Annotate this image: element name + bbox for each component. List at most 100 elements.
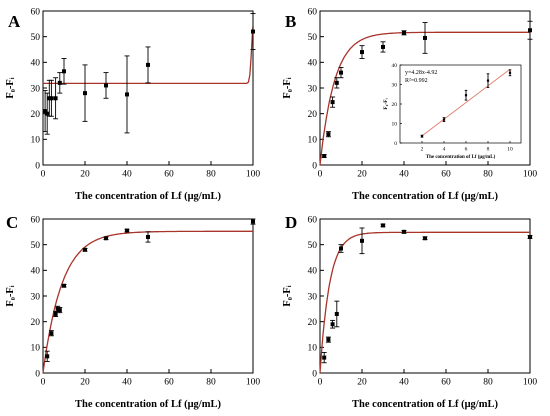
- y-tick-label: 40: [308, 267, 318, 277]
- data-point: [508, 69, 512, 77]
- fit-curve: [319, 231, 530, 374]
- y-axis-label: F₀-Fᵢ: [5, 285, 16, 306]
- inset-r-squared: R²=0.992: [405, 78, 428, 84]
- y-tick-label: 0: [35, 369, 40, 379]
- y-tick-label: 40: [31, 267, 41, 277]
- y-tick-label: 10: [308, 136, 318, 146]
- y-tick-label: 10: [308, 344, 318, 354]
- x-tick-label: 100: [246, 378, 261, 388]
- data-point: [61, 58, 67, 85]
- panel-label: D: [285, 213, 297, 232]
- y-tick-label: 50: [31, 241, 41, 251]
- data-point: [401, 30, 407, 36]
- point-marker: [49, 331, 54, 336]
- panel-c: C 0 20 40 60 80 100 0 10 20 30 40 50 60 The concentrat…: [5, 213, 260, 410]
- point-marker: [125, 92, 129, 97]
- data-point: [330, 96, 336, 108]
- x-tick-label: 40: [399, 378, 409, 388]
- inset-fit-line: [421, 68, 511, 137]
- point-marker: [146, 62, 150, 67]
- data-point: [401, 229, 407, 234]
- x-tick-label: 0: [41, 170, 46, 180]
- point-marker: [528, 28, 532, 33]
- data-point: [464, 89, 468, 101]
- y-tick-label: 60: [308, 215, 318, 225]
- data-point: [57, 307, 63, 314]
- point-marker: [402, 229, 406, 234]
- data-point: [82, 247, 88, 252]
- x-tick-label: 2: [421, 147, 424, 153]
- data-point: [486, 73, 490, 88]
- data-point: [124, 228, 130, 233]
- data-point: [338, 244, 344, 253]
- y-tick-label: 40: [31, 59, 41, 69]
- y-tick-label: 10: [31, 136, 41, 146]
- inset-equation: y=4.28x-4.92: [405, 70, 437, 76]
- data-point: [145, 46, 151, 84]
- point-marker: [53, 311, 58, 316]
- point-marker: [57, 80, 62, 85]
- point-marker: [47, 96, 52, 101]
- point-marker: [45, 111, 50, 116]
- x-tick-label: 20: [357, 170, 367, 180]
- data-point: [359, 45, 365, 59]
- point-marker: [339, 246, 343, 251]
- data-point: [527, 20, 533, 40]
- y-tick-label: 50: [308, 241, 318, 251]
- point-marker: [57, 308, 62, 313]
- point-marker: [322, 355, 327, 360]
- y-axis-label: F₀-Fᵢ: [282, 285, 293, 306]
- point-marker: [326, 132, 331, 137]
- fit-curve: [43, 26, 254, 85]
- point-marker: [381, 223, 385, 228]
- panel-label: B: [285, 12, 296, 31]
- y-tick-label: 30: [31, 84, 41, 94]
- data-point: [330, 319, 336, 329]
- point-marker: [62, 69, 66, 74]
- y-tick-label: 20: [31, 110, 41, 120]
- x-tick-label: 40: [122, 378, 132, 388]
- point-marker: [251, 219, 255, 224]
- point-marker: [420, 135, 424, 138]
- point-marker: [464, 94, 468, 97]
- data-point: [527, 234, 533, 239]
- x-tick-label: 40: [399, 170, 409, 180]
- point-marker: [146, 234, 150, 239]
- point-marker: [508, 71, 512, 74]
- x-axis-label: The concentration of Lf (μg/mL): [75, 399, 221, 410]
- point-marker: [55, 306, 60, 311]
- data-point: [422, 236, 428, 241]
- panel-d: D 0 20 40 60 80 100 0 10 20 30 40 50 60 The concentrat…: [282, 213, 537, 410]
- x-axis-label: The concentration of Lf (μg/mL): [352, 191, 498, 202]
- point-marker: [104, 236, 108, 241]
- y-tick-label: 0: [394, 141, 397, 147]
- y-tick-label: 10: [31, 344, 41, 354]
- plot-frame: [319, 218, 531, 374]
- y-tick-label: 0: [35, 161, 40, 171]
- data-point: [124, 55, 130, 134]
- point-marker: [83, 247, 87, 252]
- y-tick-label: 20: [392, 102, 398, 108]
- x-tick-label: 40: [122, 170, 132, 180]
- x-tick-label: 20: [80, 170, 90, 180]
- y-tick-label: 50: [308, 33, 318, 43]
- point-marker: [528, 234, 532, 239]
- point-marker: [442, 118, 446, 121]
- point-marker: [53, 96, 58, 101]
- data-point: [48, 79, 54, 117]
- data-point: [103, 236, 109, 241]
- y-tick-label: 30: [31, 292, 41, 302]
- data-point: [103, 72, 109, 99]
- x-tick-label: 0: [318, 170, 323, 180]
- inset-y-axis-label: F₀-Fᵢ: [383, 98, 389, 109]
- x-tick-label: 60: [441, 378, 451, 388]
- data-point: [325, 131, 331, 138]
- panel-label: C: [6, 213, 18, 232]
- point-marker: [423, 35, 427, 40]
- point-marker: [423, 236, 427, 241]
- data-point: [250, 218, 256, 225]
- x-tick-label: 80: [483, 170, 493, 180]
- data-point: [53, 310, 59, 317]
- plot-frame: [42, 10, 254, 166]
